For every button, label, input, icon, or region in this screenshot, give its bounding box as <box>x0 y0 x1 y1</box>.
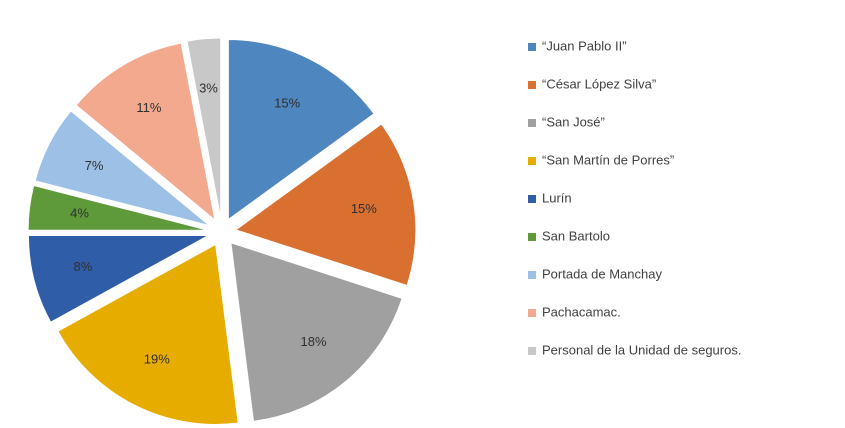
data-label: 11% <box>136 100 161 115</box>
pie-slice <box>234 123 417 287</box>
legend-swatch <box>528 271 536 279</box>
legend-swatch <box>528 81 536 89</box>
pie-slice <box>57 243 239 425</box>
legend-swatch <box>528 233 536 241</box>
pie-slice <box>27 234 209 323</box>
data-label: 7% <box>85 158 104 173</box>
pie-slice <box>230 242 403 422</box>
legend-swatch <box>528 309 536 317</box>
data-label: 19% <box>144 351 170 366</box>
legend-swatch <box>528 119 536 127</box>
data-label: 4% <box>70 205 89 220</box>
legend-label: “San Martín de Porres” <box>542 152 674 167</box>
legend-label: Pachacamac. <box>542 304 621 319</box>
legend-swatch <box>528 43 536 51</box>
legend-label: Personal de la Unidad de seguros. <box>542 342 741 357</box>
legend-swatch <box>528 347 536 355</box>
legend-label: Portada de Manchay <box>542 266 662 281</box>
pie-slice <box>227 39 375 221</box>
legend-label: “Juan Pablo II” <box>542 38 627 53</box>
data-label: 15% <box>274 95 300 110</box>
data-label: 15% <box>351 201 377 216</box>
pie-slice <box>186 37 222 219</box>
legend-label: Lurín <box>542 190 572 205</box>
pie-slice <box>75 42 216 222</box>
legend-swatch <box>528 157 536 165</box>
pie-slice <box>34 110 210 227</box>
pie-slice <box>27 184 209 231</box>
legend-label: “San José” <box>542 114 605 129</box>
data-label: 8% <box>74 259 93 274</box>
data-label: 3% <box>199 80 218 95</box>
legend-label: “César López Silva” <box>542 76 656 91</box>
data-label: 18% <box>301 334 327 349</box>
legend-label: San Bartolo <box>542 228 610 243</box>
legend-swatch <box>528 195 536 203</box>
